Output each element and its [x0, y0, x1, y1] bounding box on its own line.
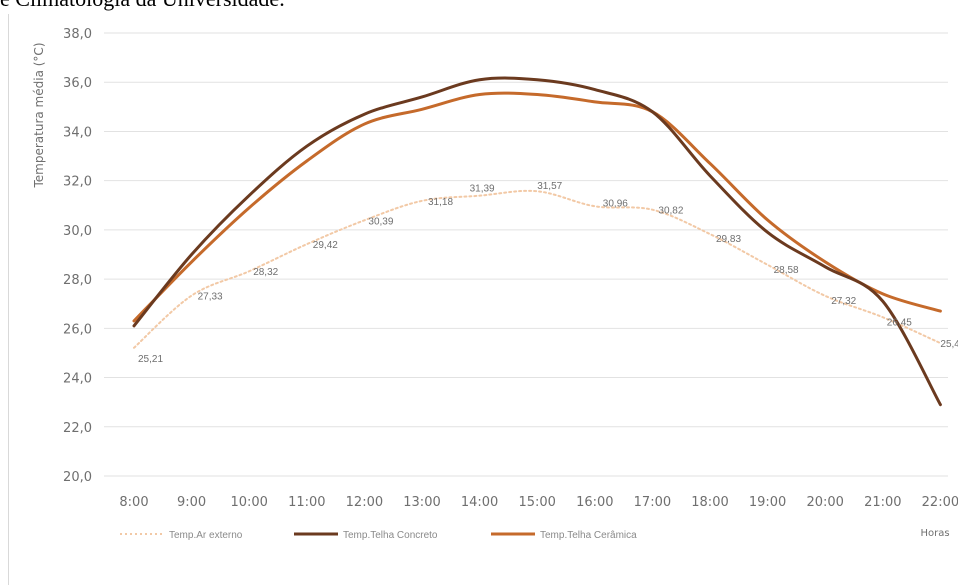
data-label: 31,18: [428, 197, 453, 208]
data-label: 27,32: [831, 296, 856, 307]
series-line-temp-ar-externo: [133, 189, 942, 349]
x-tick-label: 22:00: [922, 495, 958, 510]
y-tick-label: 28,0: [63, 273, 92, 288]
y-tick-label: 22,0: [63, 421, 92, 436]
x-tick-label: 14:00: [461, 495, 498, 510]
data-label: 30,39: [368, 216, 393, 227]
figure-caption: e Climatologia da Universidade.: [0, 0, 285, 12]
data-label: 29,83: [716, 234, 741, 245]
series-line-temp-telha-concreto: [132, 76, 942, 407]
legend-label: Temp.Ar externo: [169, 530, 243, 541]
x-tick-label: 17:00: [634, 495, 671, 510]
x-tick-label: 19:00: [749, 495, 786, 510]
legend-label: Temp.Telha Cerâmica: [540, 530, 637, 541]
data-label: 28,32: [253, 267, 278, 278]
y-axis-label: Temperatura média (°C): [32, 43, 46, 189]
data-label: 25,4: [940, 339, 958, 350]
data-label: 25,21: [138, 354, 163, 365]
data-label: 26,45: [887, 317, 912, 328]
data-label: 30,96: [603, 198, 628, 209]
x-tick-label: 16:00: [576, 495, 613, 510]
y-tick-label: 36,0: [63, 76, 92, 91]
data-label: 31,57: [537, 181, 562, 192]
data-label: 30,82: [658, 206, 683, 217]
y-tick-label: 34,0: [63, 125, 92, 140]
x-tick-label: 13:00: [403, 495, 440, 510]
x-tick-label: 9:00: [177, 495, 206, 510]
data-label: 28,58: [774, 265, 799, 276]
x-axis-label: Horas: [920, 528, 949, 539]
data-label: 27,33: [198, 292, 223, 303]
data-label: 29,42: [313, 240, 338, 251]
y-tick-label: 24,0: [63, 372, 92, 387]
x-tick-label: 12:00: [346, 495, 383, 510]
data-label: 31,39: [470, 184, 495, 195]
x-tick-label: 21:00: [864, 495, 901, 510]
series-line-temp-telha-ceramica: [132, 91, 942, 323]
x-tick-label: 10:00: [230, 495, 267, 510]
y-tick-label: 32,0: [63, 175, 92, 190]
x-tick-label: 11:00: [288, 495, 325, 510]
y-tick-label: 30,0: [63, 224, 92, 239]
chart-frame: [8, 14, 957, 585]
x-tick-label: 20:00: [806, 495, 843, 510]
y-tick-label: 26,0: [63, 322, 92, 337]
x-tick-label: 15:00: [518, 495, 555, 510]
y-tick-label: 38,0: [63, 27, 92, 42]
x-tick-label: 18:00: [691, 495, 728, 510]
legend-label: Temp.Telha Concreto: [343, 530, 438, 541]
x-tick-label: 8:00: [119, 495, 148, 510]
y-tick-label: 20,0: [63, 470, 92, 485]
